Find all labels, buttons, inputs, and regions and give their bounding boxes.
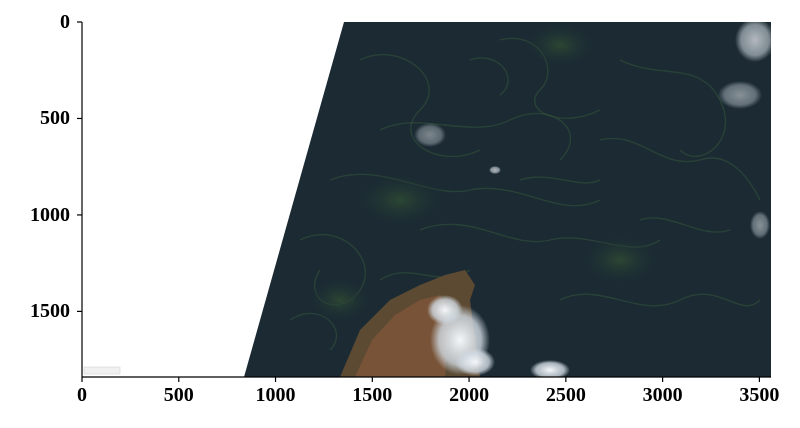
land-detail	[355, 295, 450, 377]
x-tick-label: 500	[163, 384, 194, 406]
cloud	[750, 211, 770, 239]
cloud	[455, 348, 495, 376]
x-tick-label: 1000	[255, 384, 296, 406]
y-tick-label: 0	[60, 11, 70, 33]
axes	[81, 22, 771, 378]
cloud	[427, 295, 463, 325]
cloud	[489, 166, 501, 174]
satellite-image	[82, 22, 771, 377]
algae-patch	[575, 232, 665, 288]
y-tick-label: 500	[40, 107, 70, 130]
x-tick-label: 2000	[449, 384, 490, 406]
cloud	[718, 81, 762, 109]
x-tick-label: 2500	[545, 384, 586, 406]
x-tick-label: 3000	[642, 384, 683, 406]
cloud	[530, 360, 570, 377]
ocean-swath	[244, 22, 771, 377]
x-tick-label: 1500	[352, 384, 393, 406]
cloud	[414, 123, 446, 147]
watermark	[83, 366, 121, 375]
algae-patch	[520, 22, 600, 70]
x-tick-label: 3500	[739, 384, 780, 406]
algae-patch	[305, 275, 375, 325]
tick-marks	[77, 21, 760, 382]
algae-patch	[350, 170, 450, 230]
y-tick-label: 1000	[30, 203, 70, 226]
y-tick-label: 1500	[30, 300, 70, 323]
x-tick-label: 0	[77, 384, 87, 406]
cloud	[735, 22, 771, 62]
